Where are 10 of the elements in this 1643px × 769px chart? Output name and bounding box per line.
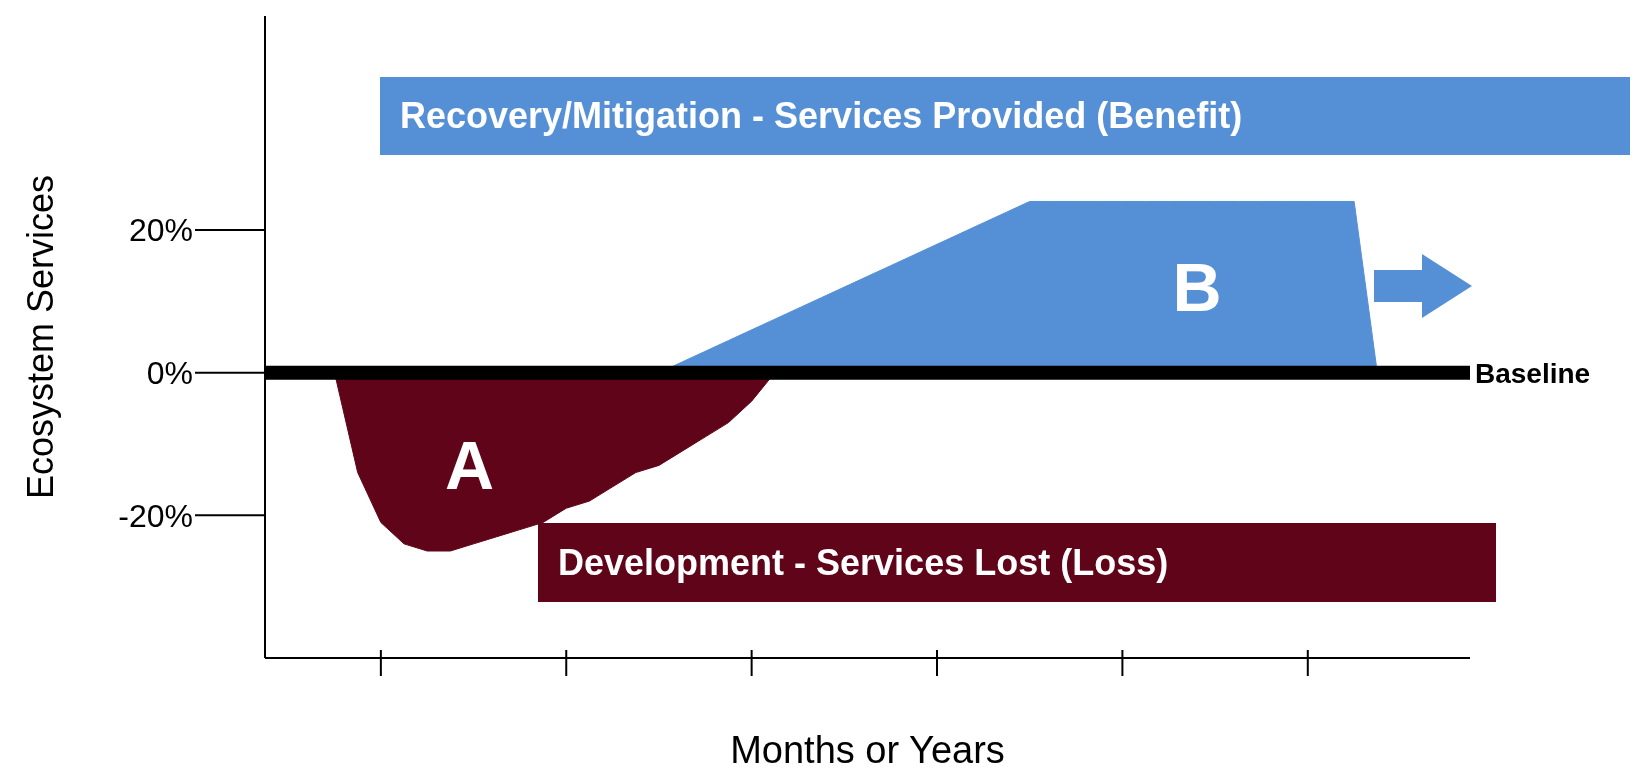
- annotation: B: [1171, 248, 1223, 328]
- annotation: A: [444, 426, 496, 506]
- banner: Development - Services Lost (Loss): [538, 523, 1496, 602]
- x-axis-title: Months or Years: [730, 729, 1005, 769]
- banner: Recovery/Mitigation - Services Provided (Benefit): [380, 77, 1630, 155]
- ref-line-label: Baseline: [1475, 357, 1591, 389]
- y-tick-label: -20%: [118, 497, 193, 534]
- y-axis-title: Ecosystem Services: [19, 174, 61, 500]
- y-tick-label: 0%: [146, 355, 193, 392]
- y-tick-label: 20%: [128, 212, 193, 249]
